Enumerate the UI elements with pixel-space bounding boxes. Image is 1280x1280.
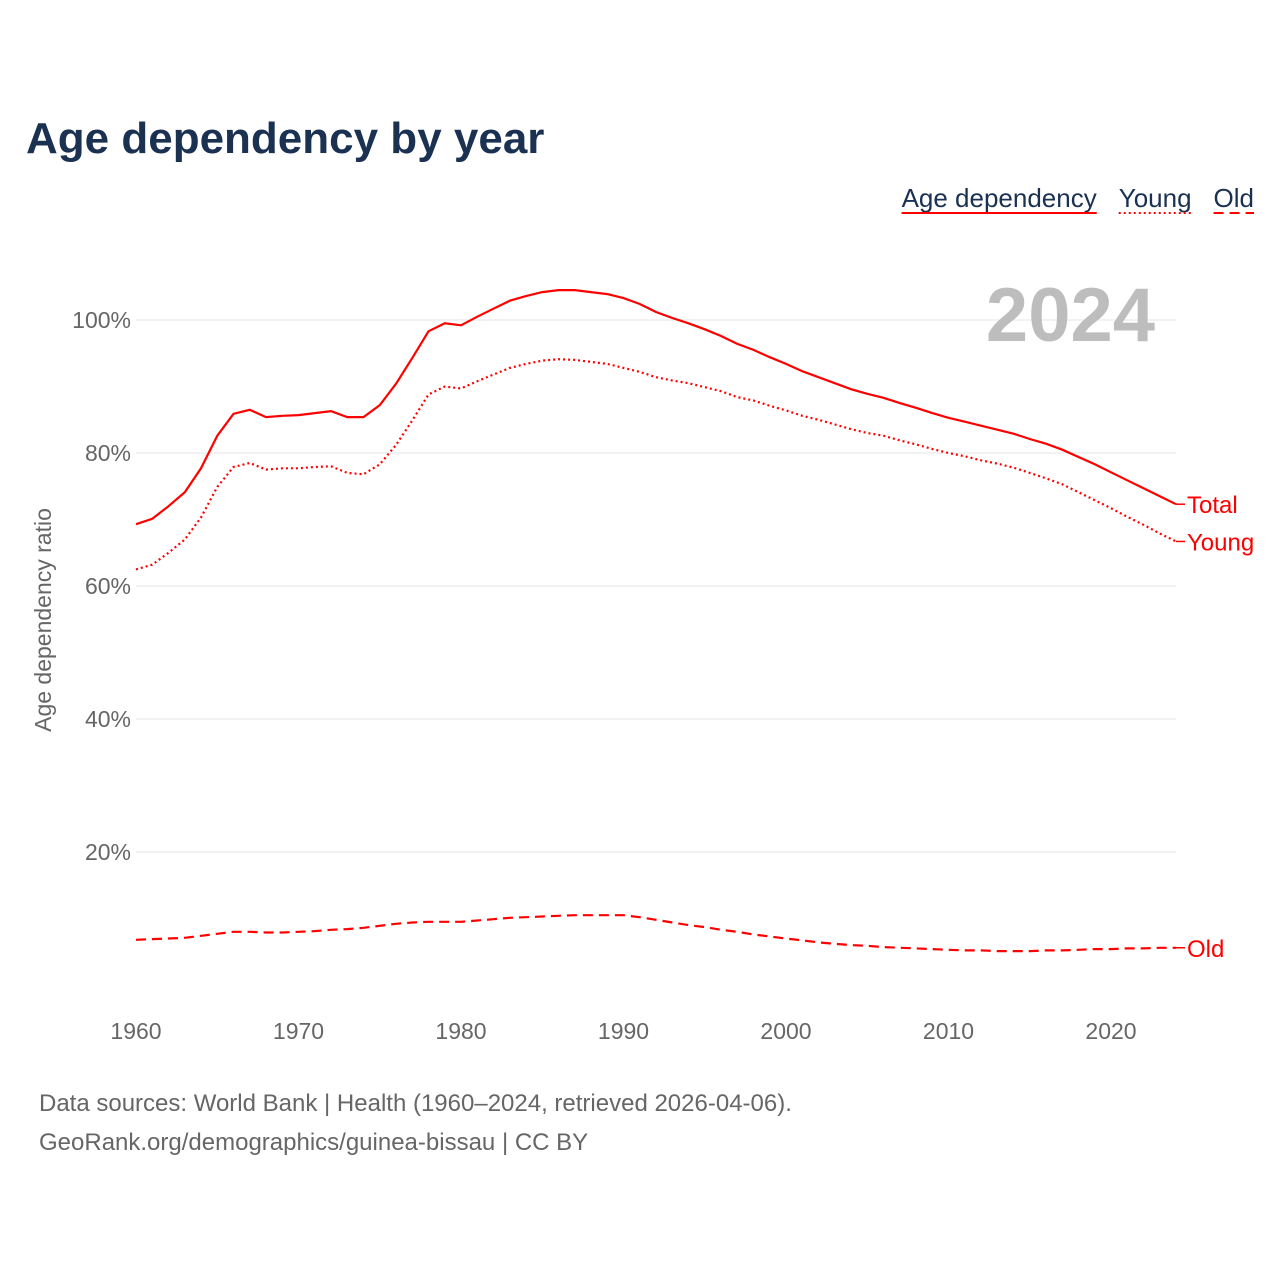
legend-item-total[interactable]: Age dependency (902, 183, 1097, 213)
credit-link[interactable]: GeoRank.org/demographics/guinea-bissau |… (39, 1129, 588, 1156)
y-tick-label: 60% (85, 573, 131, 599)
y-tick-label: 100% (72, 307, 131, 333)
x-tick-label: 2000 (760, 1018, 811, 1044)
end-label-young: Young (1187, 529, 1254, 556)
x-tick-label: 2020 (1085, 1018, 1136, 1044)
x-tick-label: 1990 (598, 1018, 649, 1044)
y-tick-label: 80% (85, 440, 131, 466)
series-line-total (135, 289, 1177, 526)
y-tick-label: 20% (85, 839, 131, 865)
gridlines (136, 319, 1176, 853)
year-watermark: 2024 (986, 273, 1155, 358)
x-tick-label: 1970 (273, 1018, 324, 1044)
legend: Old Young Age dependency (901, 183, 1254, 214)
y-tick-label: 40% (85, 706, 131, 732)
source-note: Data sources: World Bank | Health (1960–… (39, 1090, 792, 1117)
y-axis-label: Age dependency ratio (30, 508, 56, 732)
chart-title: Age dependency by year (26, 114, 544, 163)
x-axis: 1960 1970 1980 1990 2000 2010 2020 (110, 1018, 1136, 1044)
y-axis: 20% 40% 60% 80% 100% (72, 307, 131, 865)
series-lines: Total Young Old (135, 289, 1254, 963)
end-label-old: Old (1187, 936, 1224, 963)
legend-item-old[interactable]: Old (1214, 183, 1254, 213)
x-tick-label: 2010 (923, 1018, 974, 1044)
end-label-total: Total (1187, 492, 1238, 519)
series-line-old (135, 914, 1176, 953)
legend-item-young[interactable]: Young (1119, 183, 1192, 213)
series-line-young (135, 358, 1177, 571)
x-tick-label: 1980 (435, 1018, 486, 1044)
x-tick-label: 1960 (110, 1018, 161, 1044)
